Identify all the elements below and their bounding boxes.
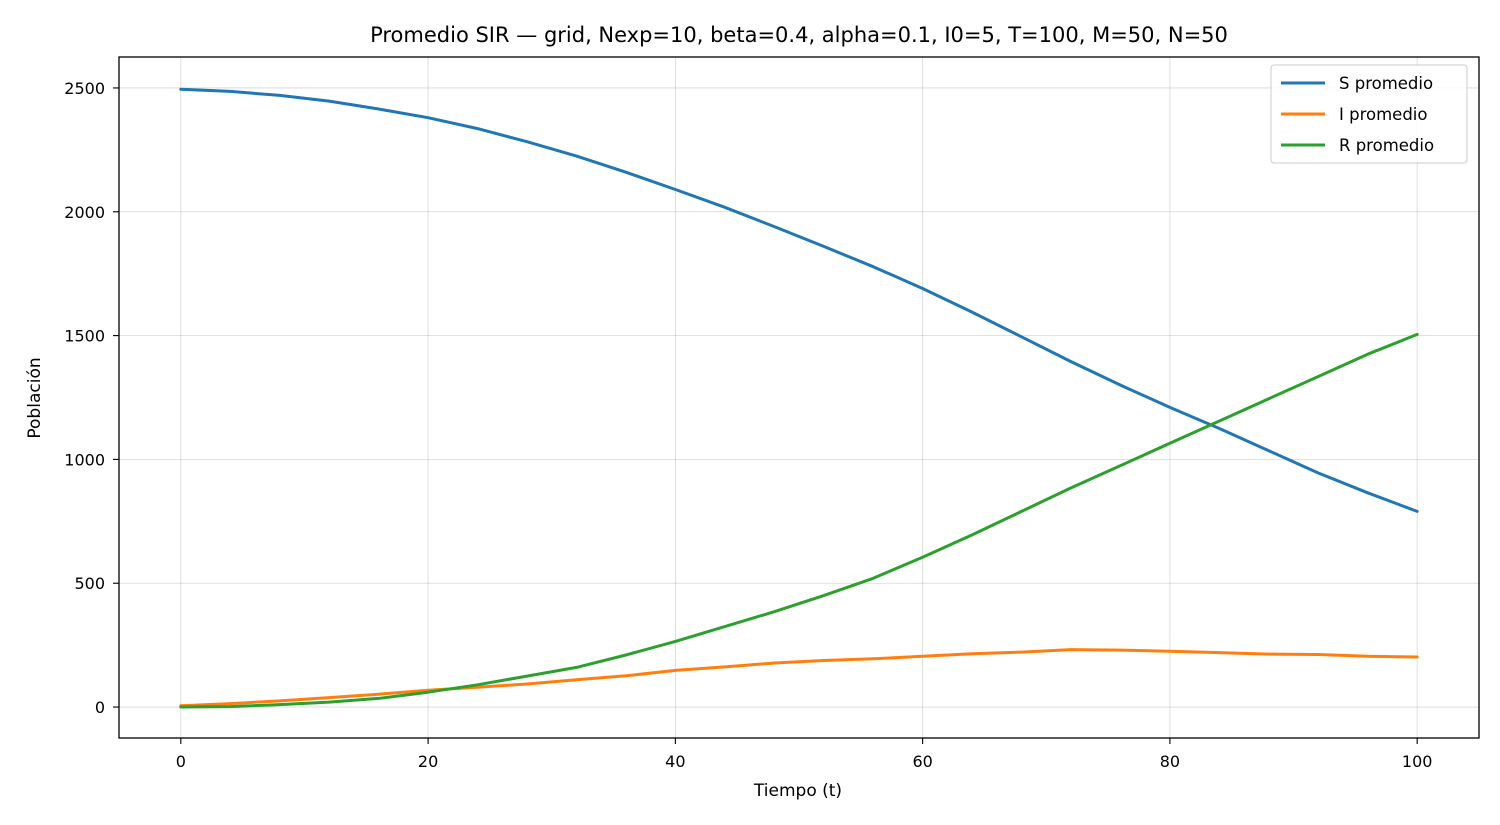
y-tick-label: 2500 [64,79,105,98]
y-tick-label: 0 [95,698,105,717]
grid-layer [119,57,1479,738]
y-axis-label: Población [25,357,45,438]
x-axis-label: Tiempo (t) [753,781,842,801]
x-tick-label: 100 [1402,752,1433,771]
x-tick-label: 40 [665,752,685,771]
legend: S promedio I promedio R promedio [1270,64,1468,164]
y-tick-label: 1500 [64,327,105,346]
series-line-r-promedio [179,332,1419,709]
y-tick-label: 500 [74,574,105,593]
series-line-i-promedio [179,648,1419,708]
legend-label-s-promedio: S promedio [1339,74,1433,93]
x-tick-label: 60 [912,752,932,771]
x-tick-label: 0 [176,752,186,771]
x-tick-label: 20 [418,752,438,771]
y-tick-label: 2000 [64,203,105,222]
y-tick-label: 1000 [64,450,105,469]
chart-title: Promedio SIR — grid, Nexp=10, beta=0.4, … [370,23,1228,47]
legend-label-r-promedio: R promedio [1339,136,1434,155]
legend-box [1270,64,1468,164]
legend-label-i-promedio: I promedio [1339,105,1427,124]
series-layer [179,87,1419,709]
plot-frame [118,56,1480,739]
x-tick-label: 80 [1160,752,1180,771]
